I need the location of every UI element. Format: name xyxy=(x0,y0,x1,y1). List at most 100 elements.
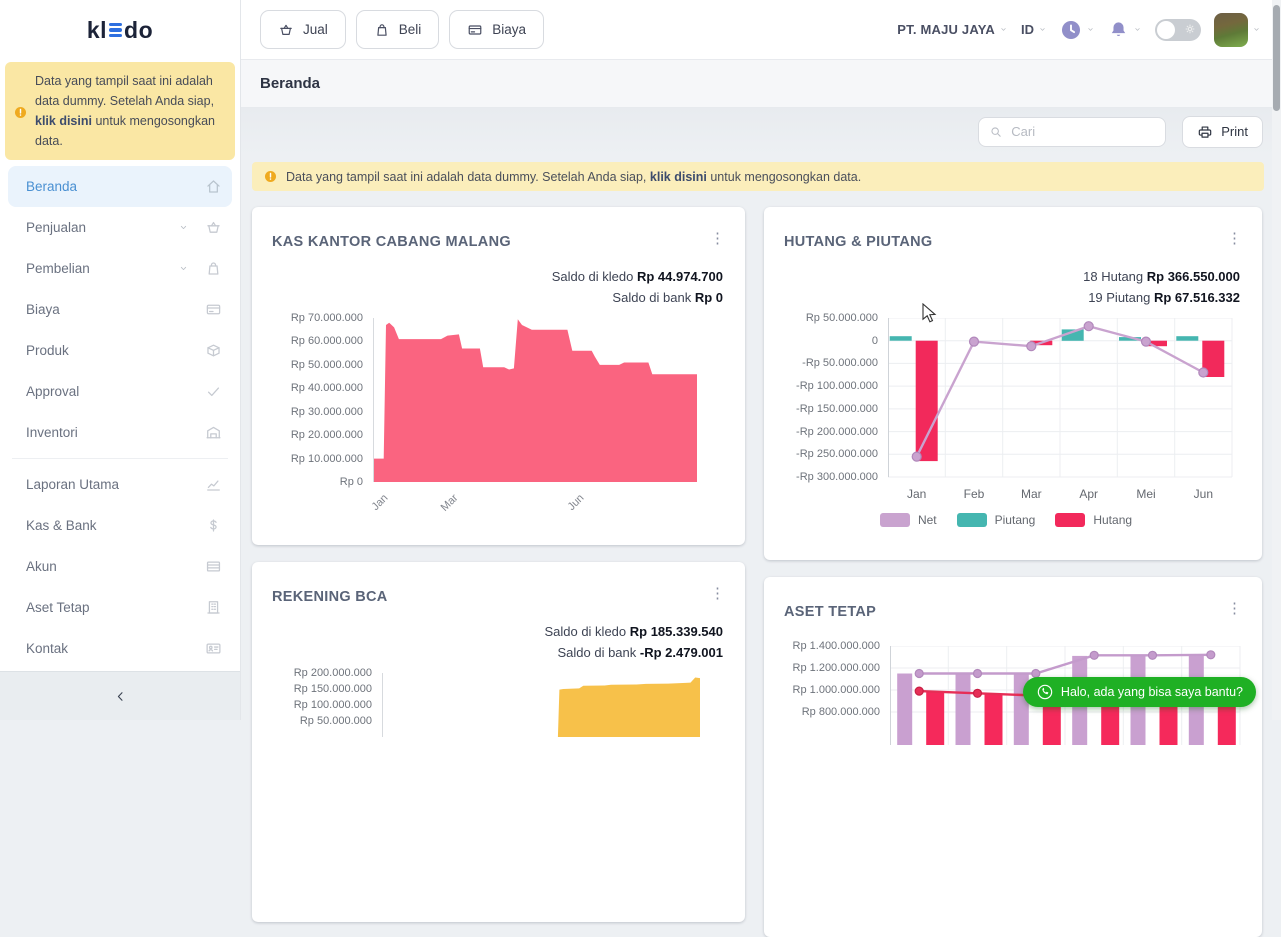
sidebar-item-label: Inventori xyxy=(26,425,78,440)
kebab-menu-icon[interactable]: ⋮ xyxy=(1227,600,1242,617)
scrollbar-thumb[interactable] xyxy=(1273,5,1280,111)
printer-icon xyxy=(1197,124,1213,140)
saldo-bank: Saldo di bank -Rp 2.479.001 xyxy=(557,645,723,660)
warehouse-icon xyxy=(205,424,222,441)
legend-label: Piutang xyxy=(994,513,1036,527)
x-axis-tick: Jan xyxy=(906,487,927,501)
sidebar-item-pembelian[interactable]: Pembelian xyxy=(8,248,232,289)
chart-icon xyxy=(205,476,222,493)
sidebar-item-inventori[interactable]: Inventori xyxy=(8,412,232,453)
legend-item-piutang[interactable]: Piutang xyxy=(956,513,1036,527)
search-input[interactable] xyxy=(1009,123,1190,140)
banner-link[interactable]: klik disini xyxy=(649,169,707,184)
theme-toggle[interactable] xyxy=(1155,18,1201,41)
company-selector[interactable]: PT. MAJU JAYA xyxy=(897,22,1008,37)
sidebar-item-penjualan[interactable]: Penjualan xyxy=(8,207,232,248)
sidebar-item-beranda[interactable]: Beranda xyxy=(8,166,232,207)
sun-icon xyxy=(1183,22,1197,36)
legend-item-hutang[interactable]: Hutang xyxy=(1055,513,1132,527)
legend-swatch xyxy=(879,513,910,527)
kas-area-chart[interactable]: Rp 70.000.000 Rp 60.000.000 Rp 50.000.000 R… xyxy=(262,311,707,536)
y-axis-tick: Rp 70.000.000 xyxy=(290,312,363,324)
sidebar-item-approval[interactable]: Approval xyxy=(8,371,232,412)
user-menu[interactable] xyxy=(1214,12,1261,47)
sidebar-nav: Beranda Penjualan Pembelian Biaya Produk Appr… xyxy=(0,164,240,675)
x-axis-tick: Mar xyxy=(438,492,461,514)
sidebar-item-label: Approval xyxy=(26,384,80,399)
building-icon xyxy=(205,599,222,616)
y-axis-tick: Rp 40.000.000 xyxy=(290,382,363,395)
saldo-kledo: Saldo di kledo Rp 44.974.700 xyxy=(551,269,723,284)
logo-text-right: do xyxy=(124,16,154,43)
card-title: HUTANG & PIUTANG xyxy=(784,234,933,250)
sidebar-item-label: Kontak xyxy=(26,641,69,656)
legend-label: Hutang xyxy=(1093,513,1133,527)
sidebar-item-label: Penjualan xyxy=(26,220,87,235)
sidebar-item-kontak[interactable]: Kontak xyxy=(8,628,232,669)
bell-icon xyxy=(1108,19,1129,40)
kebab-menu-icon[interactable]: ⋮ xyxy=(710,585,725,602)
y-axis-tick: Rp 1.400.000.000 xyxy=(792,640,880,652)
basket-icon xyxy=(278,22,294,38)
kledo-logo[interactable]: kl do xyxy=(0,0,240,60)
card-title: KAS KANTOR CABANG MALANG xyxy=(272,234,511,250)
y-axis-tick: Rp 200.000.000 xyxy=(293,667,372,679)
beli-button[interactable]: Beli xyxy=(355,10,440,49)
sidebar-item-laporan-utama[interactable]: Laporan Utama xyxy=(8,464,232,505)
whatsapp-chat-button[interactable]: Halo, ada yang bisa saya bantu? xyxy=(1022,677,1256,707)
button-label: Jual xyxy=(303,22,328,37)
y-axis-tick: -Rp 200.000.000 xyxy=(796,425,878,438)
legend-item-net[interactable]: Net xyxy=(879,513,937,527)
chevron-down-icon xyxy=(178,263,189,274)
card-icon xyxy=(467,22,483,38)
warning-icon xyxy=(264,170,277,183)
y-axis-tick: Rp 150.000.000 xyxy=(293,683,372,695)
basket-icon xyxy=(205,219,222,236)
kebab-menu-icon[interactable]: ⋮ xyxy=(1227,230,1242,247)
sidebar-item-akun[interactable]: Akun xyxy=(8,546,232,587)
home-icon xyxy=(205,178,222,195)
logo-text-left: kl xyxy=(86,16,108,43)
y-axis-tick: Rp 20.000.000 xyxy=(290,429,363,442)
card-rekening-bca: REKENING BCA ⋮ Saldo di kledo Rp 185.339… xyxy=(252,562,745,922)
sidebar-item-label: Akun xyxy=(26,559,57,574)
user-avatar[interactable] xyxy=(1214,12,1248,47)
card-title: ASET TETAP xyxy=(784,604,877,620)
y-axis-tick: Rp 30.000.000 xyxy=(290,405,363,418)
rekening-area-chart[interactable]: Rp 200.000.000 Rp 150.000.000 Rp 100.000.0… xyxy=(262,666,710,916)
notice-link[interactable]: klik disini xyxy=(35,114,92,128)
legend-swatch xyxy=(1055,513,1086,527)
time-menu[interactable] xyxy=(1060,19,1095,41)
saldo-bank: Saldo di bank Rp 0 xyxy=(612,290,723,305)
language-selector[interactable]: ID xyxy=(1021,22,1047,37)
print-button[interactable]: Print xyxy=(1182,115,1263,148)
sidebar-item-label: Laporan Utama xyxy=(26,477,120,492)
sidebar-item-aset-tetap[interactable]: Aset Tetap xyxy=(8,587,232,628)
y-axis-tick: -Rp 300.000.000 xyxy=(796,471,878,483)
page-title: Beranda xyxy=(260,75,321,92)
x-axis-tick: Jun xyxy=(565,492,587,514)
bag-icon xyxy=(374,22,390,38)
nav-divider xyxy=(12,458,228,459)
x-axis-tick: Jun xyxy=(1193,487,1213,501)
search-box[interactable] xyxy=(978,116,1190,147)
sidebar-item-label: Biaya xyxy=(26,302,60,317)
legend-label: Net xyxy=(917,513,937,527)
biaya-button[interactable]: Biaya xyxy=(449,10,545,49)
sidebar-item-kas-bank[interactable]: Kas & Bank xyxy=(8,505,232,546)
sidebar-collapse-button[interactable] xyxy=(0,671,240,720)
sidebar-item-biaya[interactable]: Biaya xyxy=(8,289,232,330)
jual-button[interactable]: Jual xyxy=(260,10,346,49)
hutang-piutang-chart[interactable]: Rp 50.000.000 0 -Rp 50.000.000 -Rp 100.000.… xyxy=(770,311,1242,551)
sidebar-item-produk[interactable]: Produk xyxy=(8,330,232,371)
x-axis-tick: Mar xyxy=(1020,487,1042,501)
notice-text: Data yang tampil saat ini adalah data du… xyxy=(35,74,215,108)
chevron-left-icon xyxy=(113,689,128,704)
kebab-menu-icon[interactable]: ⋮ xyxy=(710,230,725,247)
sidebar-item-label: Kas & Bank xyxy=(26,518,97,533)
search-icon xyxy=(989,125,1003,139)
check-icon xyxy=(205,383,222,400)
saldo-kledo: Saldo di kledo Rp 185.339.540 xyxy=(544,624,723,639)
topbar: Jual Beli Biaya PT. MAJU JAYA ID xyxy=(240,0,1281,60)
notifications-menu[interactable] xyxy=(1108,19,1142,40)
